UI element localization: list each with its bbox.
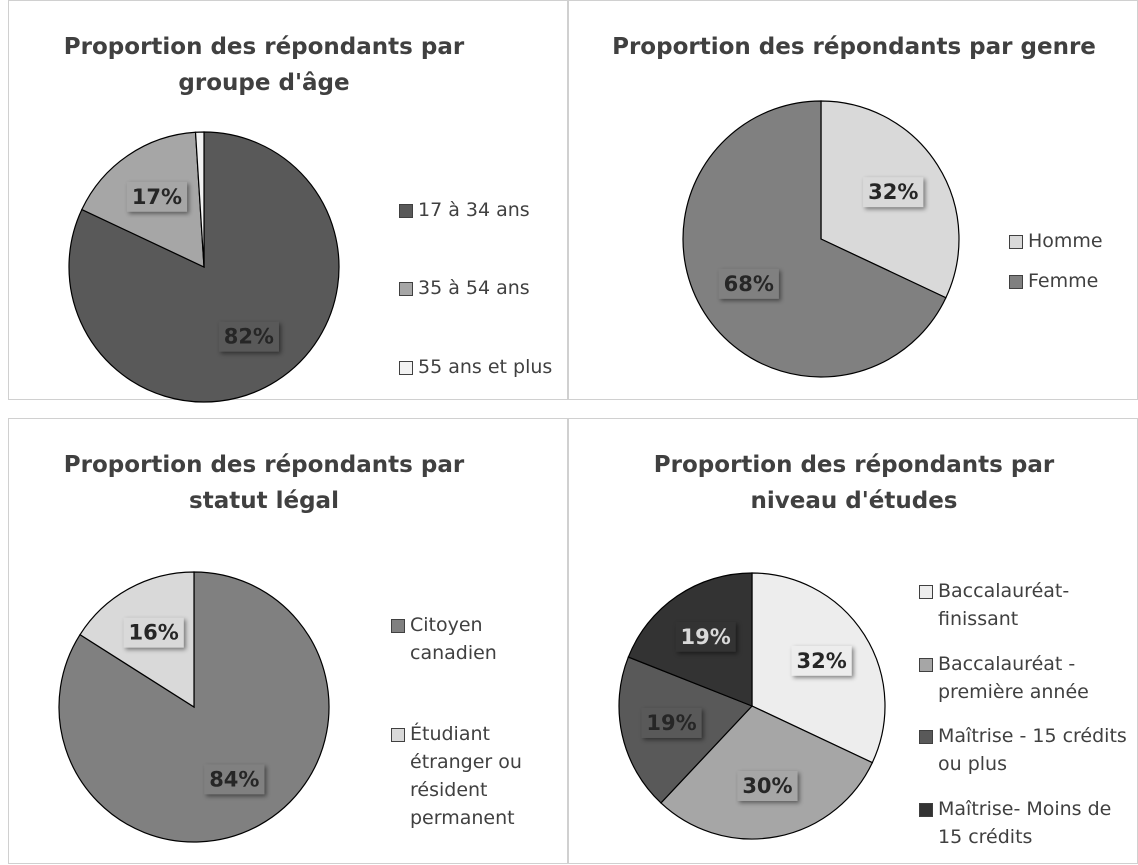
- legend-item: Citoyen canadien: [391, 611, 561, 667]
- legend-label: Étudiant étranger ou résident permanent: [410, 723, 522, 830]
- data-label-text: 30%: [742, 774, 792, 798]
- legend-item: 17 à 34 ans: [399, 196, 569, 224]
- legend-item: 35 à 54 ans: [399, 274, 569, 302]
- pie-slice: [194, 131, 205, 268]
- chart-title: Proportion des répondants par groupe d'â…: [63, 34, 465, 96]
- data-label-box: [718, 268, 779, 299]
- chart-panel: Proportion des répondants par statut lég…: [8, 418, 568, 864]
- data-label: 32%: [863, 177, 924, 208]
- data-label: 30%: [737, 770, 798, 801]
- pie-chart: 32% 68%: [682, 100, 960, 378]
- pie-chart: 84% 16%: [58, 571, 330, 843]
- legend-item: Homme: [1009, 227, 1138, 255]
- data-label-box: [641, 707, 702, 738]
- legend-swatch: [391, 728, 405, 743]
- data-label-text: 68%: [724, 272, 774, 296]
- legend-label: 35 à 54 ans: [418, 277, 530, 300]
- data-label-box: [791, 645, 852, 676]
- data-label-box: [675, 621, 736, 652]
- legend-label: Baccalauréat - première année: [938, 652, 1089, 703]
- pie-chart: 32% 30% 19% 19%: [618, 572, 886, 840]
- legend: Citoyen canadien Étudiant étranger ou rés…: [391, 584, 561, 859]
- data-label: 84%: [204, 764, 265, 795]
- data-label-text: 32%: [868, 180, 918, 204]
- legend-swatch: [919, 657, 933, 672]
- legend-item: 55 ans et plus: [399, 353, 569, 381]
- legend-swatch: [919, 585, 933, 600]
- data-label: 68%: [718, 268, 779, 299]
- legend-swatch: [919, 802, 933, 817]
- data-label: 19%: [675, 621, 736, 652]
- data-label-box: [218, 321, 279, 352]
- data-label-box: [863, 177, 924, 208]
- data-label-box: [123, 617, 184, 648]
- legend-label: Citoyen canadien: [410, 613, 497, 664]
- chart-panel: Proportion des répondants par groupe d'â…: [8, 0, 568, 403]
- data-label: 16%: [123, 617, 184, 648]
- data-label-text: 17%: [132, 185, 182, 209]
- legend-label: Femme: [1028, 270, 1099, 292]
- legend-swatch: [919, 730, 933, 745]
- data-label: 17%: [126, 181, 188, 212]
- data-label-text: 84%: [209, 767, 259, 791]
- data-label: 82%: [218, 321, 279, 352]
- legend-item: Baccalauréat- finissant: [919, 577, 1138, 633]
- chart-title: Proportion des répondants par statut lég…: [63, 452, 465, 514]
- chart-title: Proportion des répondants par niveau d'é…: [653, 452, 1055, 514]
- data-label-text: 82%: [224, 325, 274, 349]
- legend-swatch: [399, 282, 413, 297]
- legend-swatch: [1009, 235, 1023, 249]
- chart-panel: Proportion des répondants par genre 32% 68…: [568, 0, 1138, 400]
- legend-label: 17 à 34 ans: [418, 199, 530, 222]
- data-label-text: 19%: [646, 711, 696, 735]
- legend-item: Maîtrise- Moins de 15 crédits: [919, 795, 1138, 851]
- data-label-box: [126, 181, 188, 212]
- legend: Baccalauréat- finissant Baccalauréat - pr…: [919, 569, 1138, 859]
- legend-item: Étudiant étranger ou résident permanent: [391, 720, 561, 832]
- pie-slice: [682, 100, 947, 378]
- data-label: 19%: [641, 707, 702, 738]
- chart-title: Proportion des répondants par genre: [612, 34, 1096, 60]
- data-label-box: [204, 764, 265, 795]
- legend-label: Maîtrise- Moins de 15 crédits: [938, 797, 1112, 848]
- legend: Homme Femme: [1009, 221, 1138, 301]
- data-label: 32%: [791, 645, 852, 676]
- data-label-text: 16%: [129, 621, 179, 645]
- chart-panel: Proportion des répondants par niveau d'é…: [568, 418, 1138, 864]
- pie-chart: 82% 17%: [68, 131, 340, 403]
- legend-swatch: [1009, 275, 1023, 289]
- legend-label: Baccalauréat- finissant: [938, 580, 1070, 631]
- data-label-text: 19%: [681, 625, 731, 649]
- data-label-text: 32%: [796, 649, 846, 673]
- legend-label: 55 ans et plus: [418, 355, 553, 378]
- legend-label: Homme: [1028, 230, 1103, 252]
- legend-label: Maîtrise - 15 crédits ou plus: [938, 725, 1127, 776]
- legend-item: Baccalauréat - première année: [919, 650, 1138, 706]
- legend-item: Maîtrise - 15 crédits ou plus: [919, 722, 1138, 778]
- legend: 17 à 34 ans 35 à 54 ans 55 ans et plus: [399, 171, 569, 406]
- data-label-box: [737, 770, 798, 801]
- legend-swatch: [399, 360, 413, 375]
- legend-item: Femme: [1009, 267, 1138, 295]
- legend-swatch: [399, 204, 413, 219]
- legend-swatch: [391, 618, 405, 633]
